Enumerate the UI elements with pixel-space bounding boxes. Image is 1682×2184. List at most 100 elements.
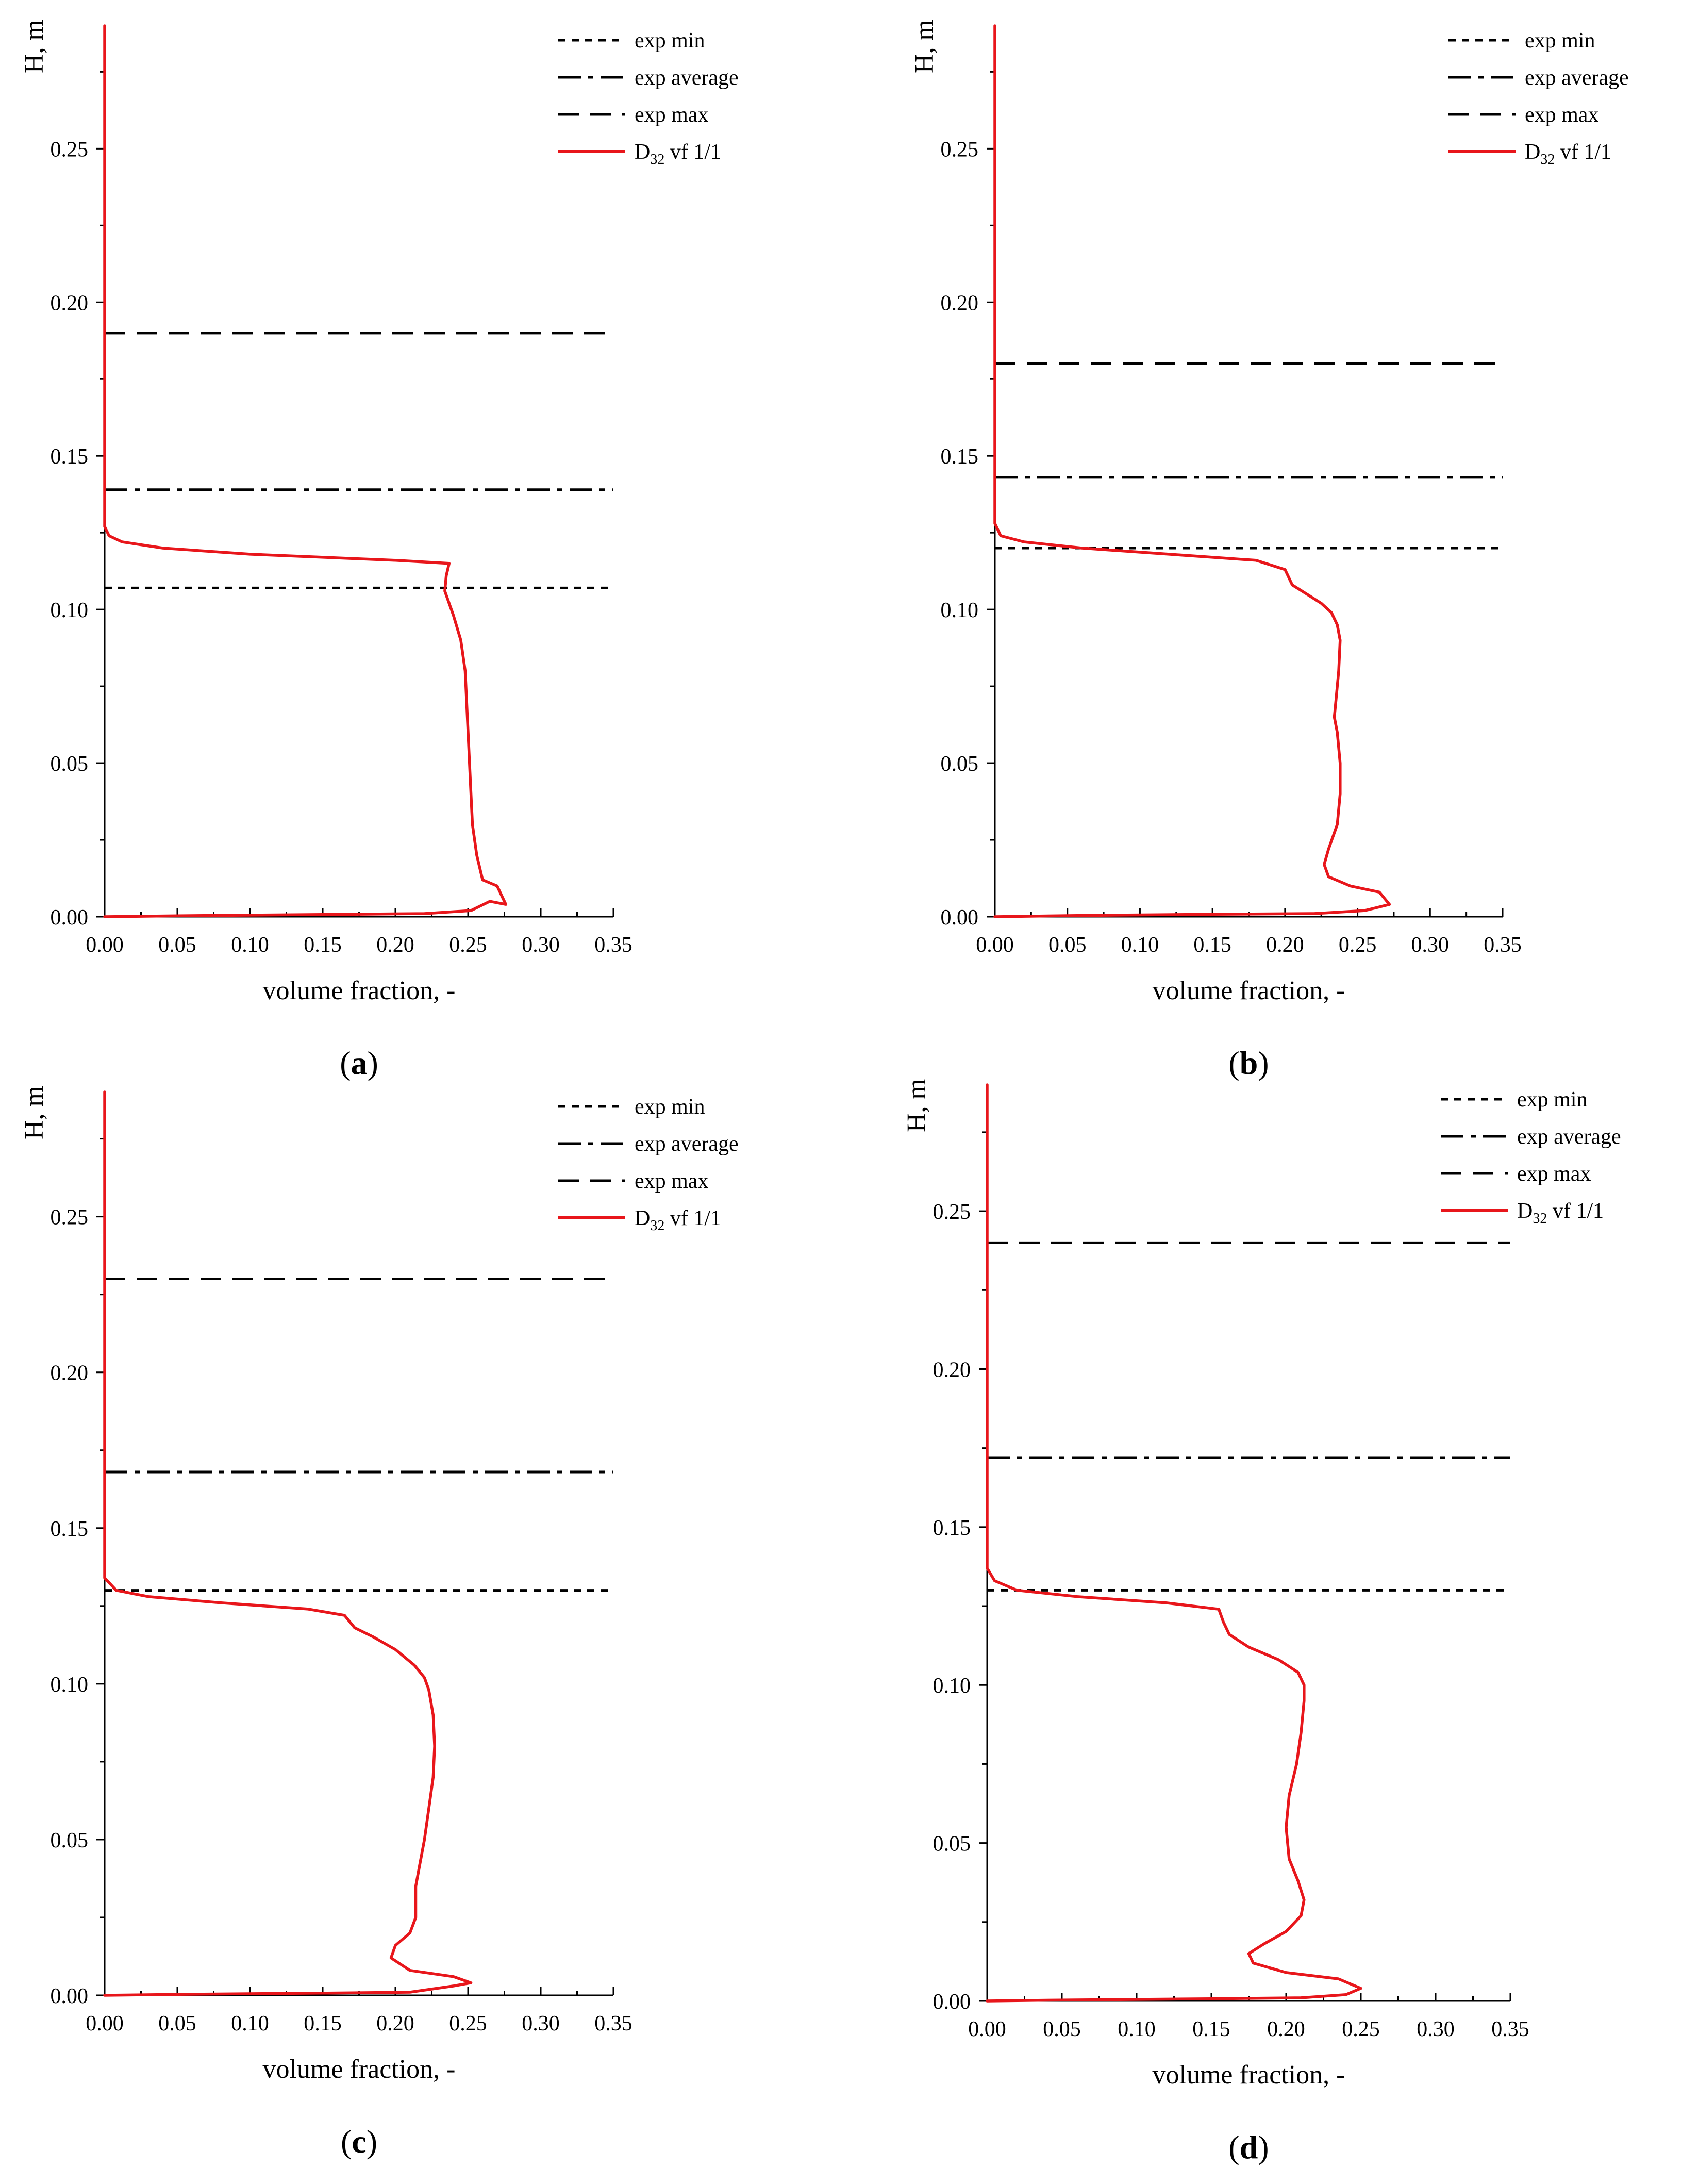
y-tick-label: 0.05 — [51, 752, 89, 776]
legend-label-exp-min: exp min — [635, 29, 705, 53]
x-tick-label: 0.00 — [968, 2017, 1006, 2041]
legend-sim-suffix: vf 1/1 — [664, 1206, 721, 1230]
panel-label-open: ( — [341, 2123, 352, 2160]
x-tick-label: 0.00 — [86, 2012, 124, 2036]
legend-sim-prefix: D — [1525, 140, 1540, 164]
y-axis-label: H, m — [20, 20, 49, 73]
x-tick-label: 0.30 — [1417, 2017, 1455, 2041]
y-tick-label: 0.15 — [941, 445, 979, 469]
x-tick-label: 0.35 — [594, 2012, 632, 2036]
x-tick-label: 0.35 — [594, 933, 632, 957]
x-axis-label: volume fraction, - — [1153, 2060, 1345, 2090]
x-tick-label: 0.15 — [1193, 933, 1231, 957]
x-axis-label: volume fraction, - — [263, 2055, 456, 2084]
x-tick-label: 0.30 — [522, 933, 560, 957]
panel-label-open: ( — [1228, 1045, 1239, 1081]
series-line-d32-vf — [986, 1083, 1362, 2003]
y-tick-label: 0.25 — [933, 1200, 971, 1224]
legend-label-sim: D32 vf 1/1 — [635, 140, 721, 168]
y-tick-label: 0.15 — [51, 445, 89, 469]
y-tick-label: 0.20 — [933, 1358, 971, 1382]
legend: exp min exp average exp max D32 vf 1/1 — [558, 1095, 739, 1234]
y-tick-label: 0.15 — [51, 1517, 89, 1541]
panel-label: (c) — [341, 2123, 377, 2160]
y-tick-label: 0.20 — [51, 1362, 89, 1385]
y-tick-label: 0.10 — [51, 1673, 89, 1697]
x-axis-label: volume fraction, - — [1153, 976, 1345, 1005]
legend-label-sim: D32 vf 1/1 — [1517, 1199, 1604, 1227]
legend-label-exp-average: exp average — [1525, 66, 1629, 90]
panel-label-close: ) — [1258, 2129, 1269, 2165]
x-tick-label: 0.05 — [158, 2012, 196, 2036]
legend-label-exp-min: exp min — [1525, 29, 1595, 53]
series-line-d32-vf — [103, 1090, 473, 1997]
x-tick-label: 0.05 — [1048, 933, 1087, 957]
y-axis-label: H, m — [910, 20, 939, 73]
y-tick-label: 0.25 — [941, 138, 979, 161]
x-tick-label: 0.35 — [1491, 2017, 1529, 2041]
chart-panel-a: 0.00 0.05 0.10 0.15 0.20 0.25 0.30 0.35 0.00 0.05… — [20, 20, 739, 1081]
x-tick-label: 0.05 — [1043, 2017, 1081, 2041]
legend-sim-subscript: 32 — [650, 1218, 664, 1234]
y-tick-label: 0.05 — [941, 752, 979, 776]
legend-label-exp-average: exp average — [1517, 1125, 1621, 1149]
x-tick-label: 0.25 — [1342, 2017, 1380, 2041]
legend-sim-prefix: D — [635, 1206, 650, 1230]
series-line-d32-vf — [103, 24, 508, 918]
legend-label-exp-min: exp min — [1517, 1088, 1587, 1112]
y-tick-label: 0.10 — [933, 1674, 971, 1698]
chart-panel-b: 0.00 0.05 0.10 0.15 0.20 0.25 0.30 0.35 0.00 0.05… — [910, 20, 1629, 1081]
legend-label-exp-average: exp average — [635, 1132, 739, 1156]
panel-label-letter: d — [1240, 2129, 1258, 2165]
legend-sim-prefix: D — [635, 140, 650, 164]
legend-sim-suffix: vf 1/1 — [1555, 140, 1611, 164]
x-tick-label: 0.20 — [1267, 2017, 1305, 2041]
chart-panel-d: 0.00 0.05 0.10 0.15 0.20 0.25 0.30 0.35 0.00 0.05… — [902, 1079, 1621, 2165]
x-tick-label: 0.10 — [231, 2012, 269, 2036]
panel-label-close: ) — [367, 2123, 377, 2160]
x-axis-label: volume fraction, - — [263, 976, 456, 1005]
y-tick-label: 0.00 — [51, 906, 89, 930]
panel-label: (b) — [1228, 1045, 1269, 1081]
series-line-d32-vf — [993, 24, 1391, 918]
y-tick-label: 0.00 — [941, 906, 979, 930]
panel-label-letter: a — [351, 1045, 368, 1081]
x-tick-label: 0.05 — [158, 933, 196, 957]
legend-label-exp-max: exp max — [1525, 103, 1598, 127]
panel-label: (a) — [340, 1045, 378, 1081]
legend: exp min exp average exp max D32 vf 1/1 — [1448, 29, 1629, 168]
x-tick-label: 0.00 — [86, 933, 124, 957]
x-tick-label: 0.30 — [1411, 933, 1450, 957]
x-tick-label: 0.25 — [449, 2012, 487, 2036]
y-tick-label: 0.20 — [941, 291, 979, 315]
panel-label-letter: c — [352, 2123, 366, 2160]
legend-label-exp-max: exp max — [635, 103, 708, 127]
legend-label-exp-max: exp max — [635, 1169, 708, 1193]
y-tick-label: 0.05 — [933, 1832, 971, 1856]
y-tick-label: 0.05 — [51, 1829, 89, 1852]
x-tick-label: 0.20 — [376, 933, 414, 957]
x-tick-label: 0.20 — [376, 2012, 414, 2036]
legend-sim-subscript: 32 — [650, 152, 664, 168]
y-tick-label: 0.00 — [933, 1990, 971, 2014]
x-tick-label: 0.25 — [449, 933, 487, 957]
legend-sim-prefix: D — [1517, 1199, 1533, 1223]
panel-label-letter: b — [1240, 1045, 1258, 1081]
legend-sim-subscript: 32 — [1533, 1211, 1547, 1227]
legend-label-sim: D32 vf 1/1 — [1525, 140, 1611, 168]
y-tick-label: 0.25 — [51, 138, 89, 161]
legend-sim-suffix: vf 1/1 — [664, 140, 721, 164]
panel-label-open: ( — [340, 1045, 351, 1081]
y-tick-label: 0.00 — [51, 1984, 89, 2008]
x-tick-label: 0.00 — [976, 933, 1014, 957]
x-tick-label: 0.15 — [304, 933, 342, 957]
y-tick-label: 0.10 — [51, 599, 89, 622]
panel-label-close: ) — [368, 1045, 378, 1081]
legend-sim-subscript: 32 — [1540, 152, 1555, 168]
x-tick-label: 0.10 — [1118, 2017, 1156, 2041]
chart-panel-c: 0.00 0.05 0.10 0.15 0.20 0.25 0.30 0.35 0.00 0.05… — [20, 1086, 739, 2160]
panel-label-close: ) — [1258, 1045, 1269, 1081]
x-tick-label: 0.20 — [1266, 933, 1304, 957]
legend-label-exp-average: exp average — [635, 66, 739, 90]
legend-label-exp-min: exp min — [635, 1095, 705, 1119]
